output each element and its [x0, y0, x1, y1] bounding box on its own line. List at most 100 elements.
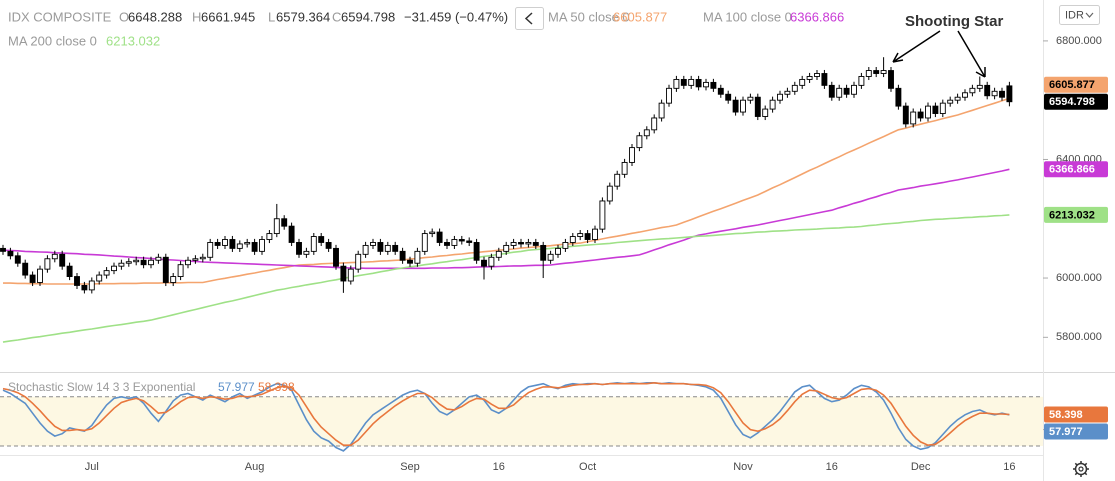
price-tag: 6366.866 — [1049, 164, 1095, 176]
candle-body — [503, 244, 510, 252]
candle-body — [296, 242, 302, 255]
candle-body — [754, 96, 761, 117]
candle-body — [51, 253, 58, 260]
candle-body — [111, 265, 117, 272]
candle-body — [688, 78, 695, 86]
candle-body — [777, 93, 783, 101]
select-frame[interactable] — [1059, 5, 1100, 25]
legend-value: 6605.877 — [613, 9, 667, 24]
candle-body — [22, 262, 29, 276]
candle-body — [762, 108, 769, 117]
y-tick-label: 6000.000 — [1056, 272, 1102, 284]
candle-body — [814, 73, 820, 77]
candle-body — [865, 70, 872, 77]
candle-body — [155, 256, 162, 261]
candle-body — [606, 185, 613, 202]
candle-body — [969, 87, 976, 94]
candle-body — [917, 111, 924, 119]
candle-body — [510, 242, 517, 246]
candle-body — [799, 78, 806, 86]
plot-layer — [0, 57, 1013, 452]
indicator-tag-bg — [1044, 423, 1108, 440]
candle-body — [932, 105, 939, 114]
candle-body — [828, 84, 835, 98]
ohlc-prefix: L — [268, 9, 275, 24]
price-tag-bg — [1044, 76, 1108, 93]
candle-body — [547, 253, 554, 261]
candle-body — [266, 233, 273, 240]
price-tag: 6605.877 — [1049, 79, 1095, 91]
candle-body — [259, 239, 265, 252]
candle-body — [888, 70, 894, 89]
candle-body — [495, 250, 502, 258]
currency: IDR — [1065, 9, 1084, 21]
candle-body — [162, 256, 169, 283]
candle-body — [44, 258, 51, 270]
x-tick-label: Dec — [911, 461, 931, 473]
legend-name: MA 200 close 0 — [8, 33, 97, 48]
price-tag-bg — [1044, 93, 1108, 110]
candle-body — [185, 259, 191, 266]
candle-body — [273, 218, 280, 235]
candle-body — [666, 87, 672, 104]
candle-body — [488, 256, 495, 267]
x-tick-label: 16 — [826, 461, 838, 473]
candle-body — [281, 218, 288, 227]
candle-body — [125, 261, 132, 264]
annotation-arrows — [892, 30, 986, 78]
ohlc-value: 6648.288 — [128, 9, 182, 24]
x-tick-label: Aug — [245, 461, 265, 473]
candle-body — [421, 233, 428, 252]
background-layer — [0, 396, 1043, 447]
candle-body — [399, 250, 406, 261]
candle-body — [880, 70, 887, 74]
candle-body — [925, 105, 931, 119]
candle-body — [481, 259, 487, 267]
candle-body — [96, 274, 103, 282]
candle-body — [384, 244, 391, 252]
candle-body — [207, 242, 214, 258]
annotation: Shooting Star — [905, 13, 1003, 30]
currency-select[interactable]: IDR — [1059, 5, 1100, 25]
caret-icon — [1085, 12, 1094, 18]
candle-body — [118, 262, 125, 267]
candle-body — [81, 284, 88, 291]
ohlc-prefix: O — [119, 9, 129, 24]
candle-body — [851, 84, 857, 95]
line-series — [2, 168, 1010, 270]
candle-body — [310, 236, 317, 252]
button-frame[interactable] — [515, 7, 544, 30]
candle-body — [999, 90, 1005, 98]
candle-body — [577, 233, 584, 237]
price-tag-bg — [1044, 206, 1108, 223]
price-tag: 6594.798 — [1049, 96, 1095, 108]
candle-body — [540, 244, 547, 261]
candle-body — [333, 247, 339, 267]
candle-body — [976, 84, 983, 89]
candle-body — [392, 244, 399, 252]
candle-body — [59, 253, 66, 267]
candle-body — [325, 242, 332, 249]
candle-body — [525, 242, 532, 245]
candle-body — [170, 276, 177, 283]
candle-body — [74, 276, 80, 286]
candle-body — [148, 259, 154, 266]
candle-body — [895, 87, 902, 107]
settings-button[interactable] — [1073, 461, 1089, 477]
candle-body — [362, 244, 369, 255]
candle-body — [414, 250, 421, 264]
candle-body — [29, 274, 36, 283]
candle-body — [584, 233, 591, 240]
candle-body — [658, 102, 665, 119]
collapse-button[interactable] — [515, 7, 544, 30]
candle-body — [303, 250, 310, 255]
candle-body — [177, 264, 184, 278]
y-tick-label: 5800.000 — [1056, 331, 1102, 343]
ohlc-prefix: H — [192, 9, 201, 24]
candle-body — [984, 84, 991, 97]
x-tick-label: 16 — [493, 461, 505, 473]
candle-body — [902, 105, 909, 125]
candle-body — [680, 78, 687, 86]
candle-body — [229, 239, 236, 249]
